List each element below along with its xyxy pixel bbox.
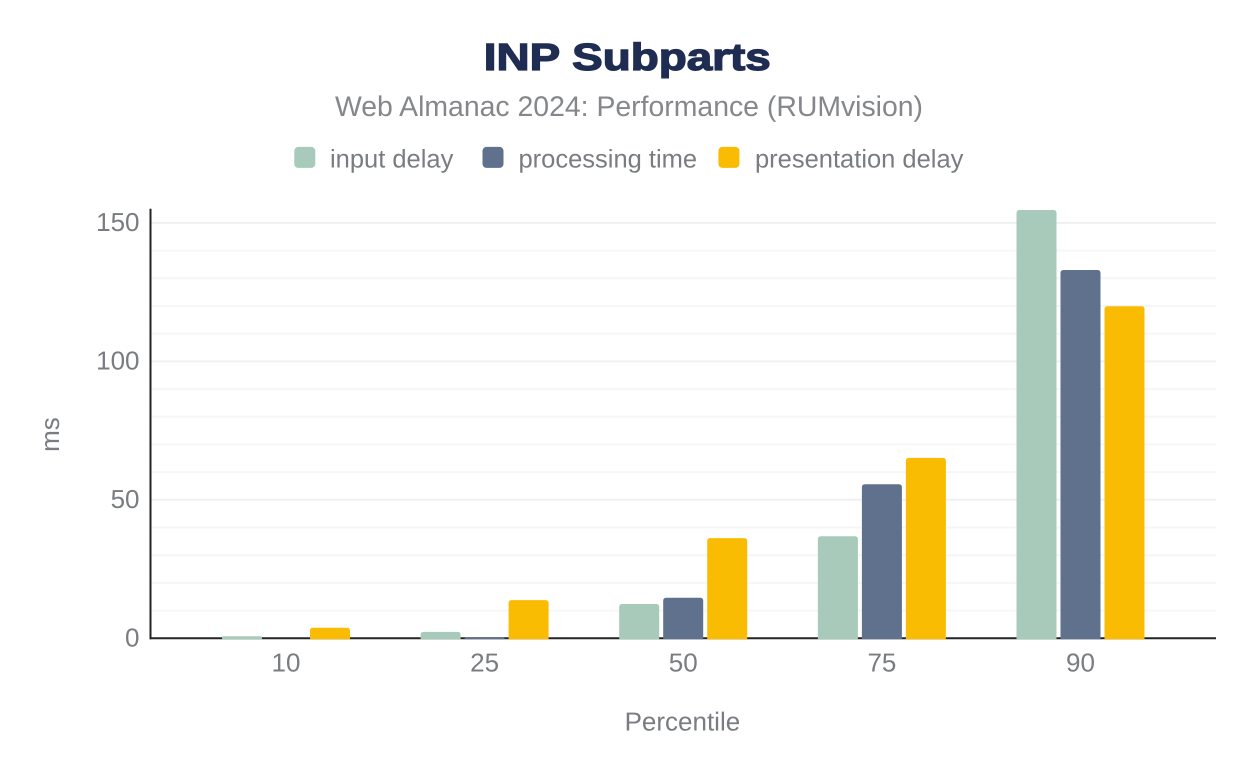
svg-text:processing time: processing time (519, 146, 698, 174)
svg-text:25: 25 (470, 648, 499, 678)
svg-text:presentation delay: presentation delay (755, 146, 964, 174)
svg-text:90: 90 (1066, 648, 1095, 678)
svg-text:50: 50 (669, 648, 698, 678)
svg-text:Web Almanac 2024: Performance: Web Almanac 2024: Performance (RUMvision… (335, 91, 923, 123)
svg-text:10: 10 (272, 648, 301, 678)
svg-text:INP Subparts: INP Subparts (484, 37, 771, 79)
svg-text:ms: ms (35, 417, 65, 452)
svg-text:150: 150 (96, 207, 139, 237)
svg-text:input delay: input delay (330, 146, 454, 174)
svg-text:0: 0 (125, 623, 139, 653)
svg-text:50: 50 (111, 484, 140, 514)
svg-text:75: 75 (867, 648, 896, 678)
svg-text:Percentile: Percentile (625, 707, 741, 737)
svg-text:100: 100 (96, 346, 139, 376)
